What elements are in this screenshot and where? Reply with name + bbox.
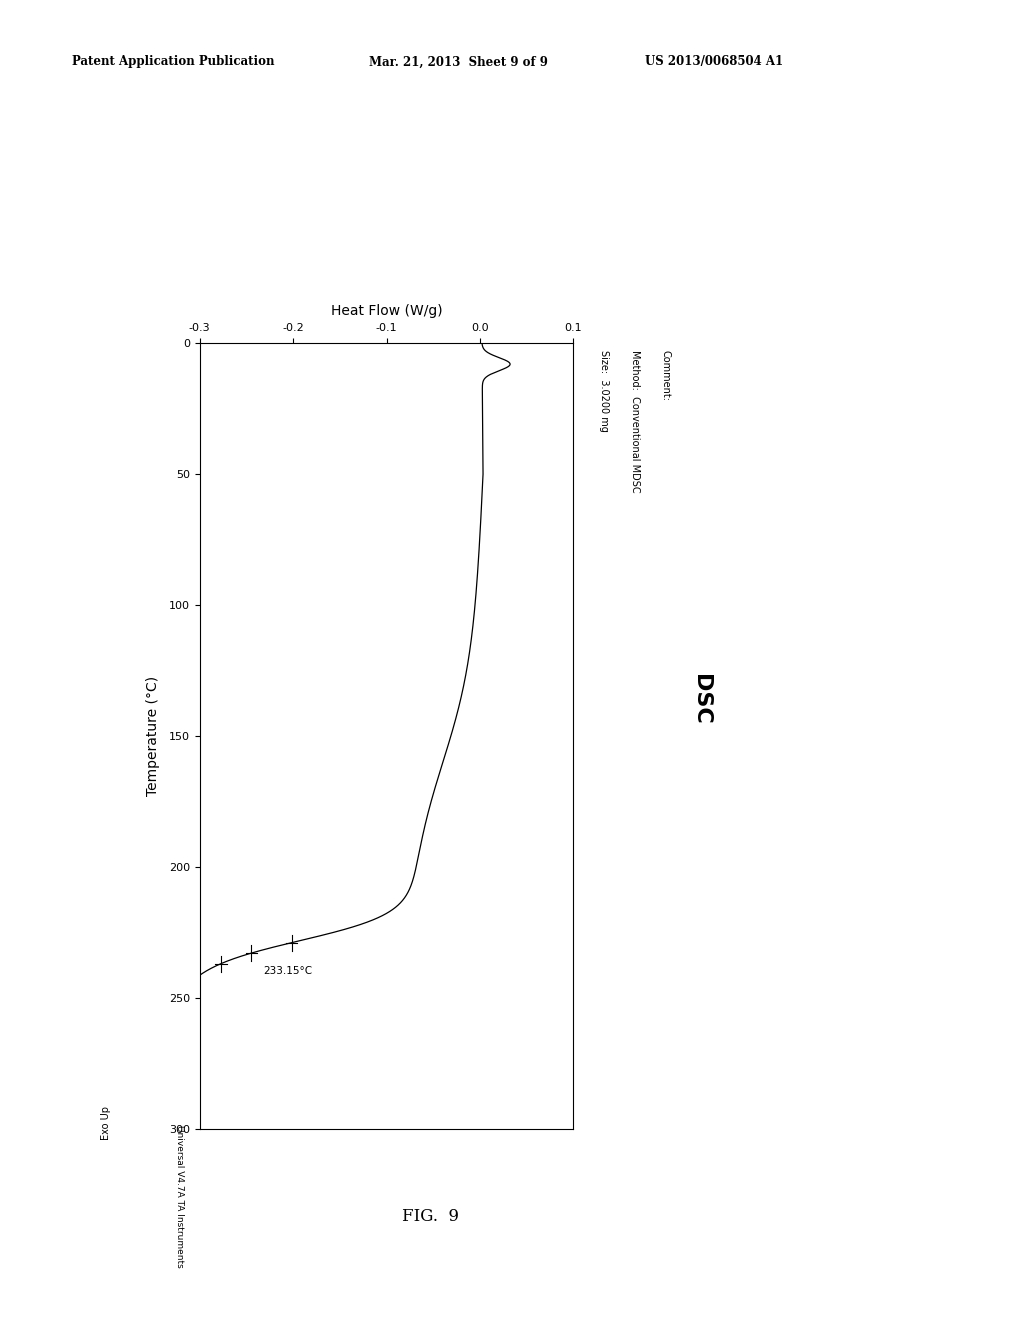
Text: Size:  3.0200 mg: Size: 3.0200 mg (599, 350, 609, 432)
Y-axis label: Temperature (°C): Temperature (°C) (146, 676, 161, 796)
Text: Method:  Conventional MDSC: Method: Conventional MDSC (630, 350, 640, 492)
Text: Universal V4.7A TA Instruments: Universal V4.7A TA Instruments (175, 1125, 183, 1267)
Text: Comment:: Comment: (660, 350, 671, 401)
Text: 233.15°C: 233.15°C (263, 966, 312, 977)
Text: US 2013/0068504 A1: US 2013/0068504 A1 (645, 55, 783, 69)
Text: FIG.  9: FIG. 9 (401, 1208, 459, 1225)
Text: DSC: DSC (691, 675, 712, 725)
Text: Exo Up: Exo Up (101, 1106, 112, 1140)
Text: Patent Application Publication: Patent Application Publication (72, 55, 274, 69)
X-axis label: Heat Flow (W/g): Heat Flow (W/g) (331, 304, 442, 318)
Text: Mar. 21, 2013  Sheet 9 of 9: Mar. 21, 2013 Sheet 9 of 9 (369, 55, 548, 69)
